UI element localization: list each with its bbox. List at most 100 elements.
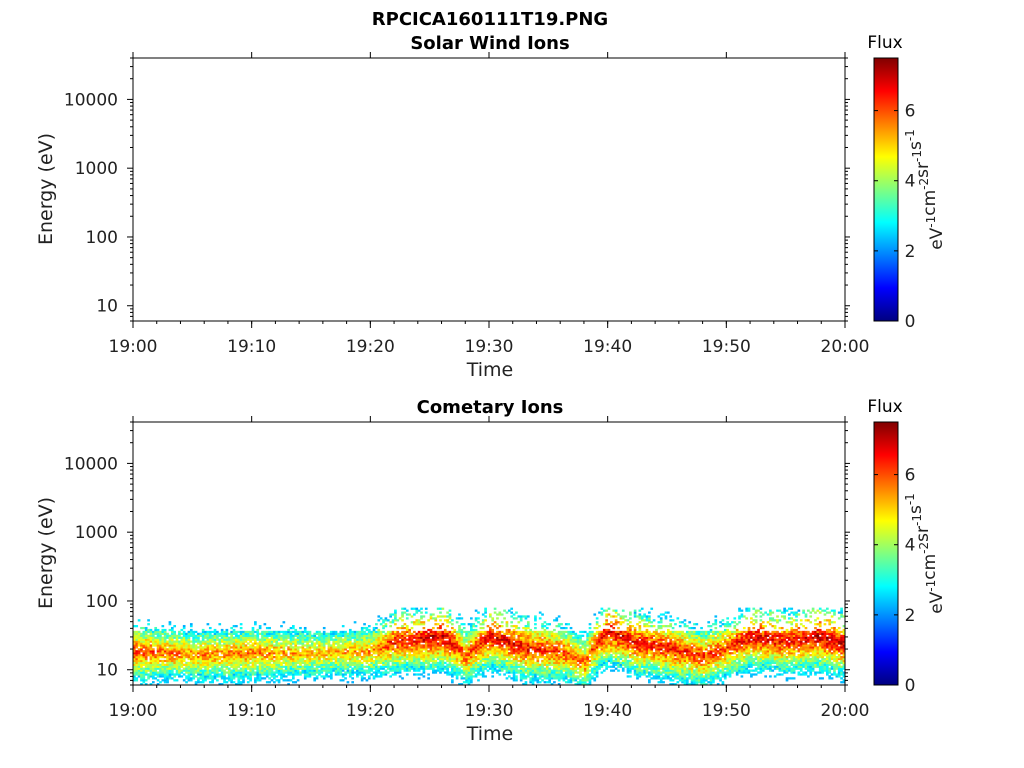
heatmap-cell (166, 673, 169, 676)
heatmap-cell (593, 679, 597, 682)
heatmap-cell (325, 652, 328, 655)
heatmap-cell (548, 632, 551, 635)
heatmap-cell (401, 642, 404, 645)
heatmap-cell (515, 644, 518, 647)
heatmap-cell (512, 655, 516, 659)
heatmap-cell (396, 640, 400, 643)
heatmap-cell (448, 621, 452, 624)
heatmap-cell (351, 669, 355, 672)
heatmap-cell (394, 657, 397, 661)
heatmap-cell (477, 650, 480, 653)
heatmap-cell (607, 665, 611, 668)
heatmap-cell (441, 607, 445, 610)
heatmap-cell (517, 630, 521, 634)
heatmap-cell (486, 636, 490, 639)
heatmap-cell (593, 673, 597, 676)
heatmap-cell (220, 628, 224, 632)
heatmap-cell (206, 659, 210, 663)
heatmap-cell (541, 665, 544, 668)
heatmap-cell (413, 640, 416, 643)
heatmap-cell (453, 669, 457, 672)
heatmap-cell (242, 640, 245, 643)
heatmap-cell (339, 655, 343, 659)
heatmap-cell (398, 667, 402, 670)
heatmap-cell (446, 634, 449, 637)
heatmap-cell (372, 661, 376, 665)
heatmap-cell (522, 646, 525, 649)
heatmap-cell (586, 632, 589, 635)
x-tick-label: 20:00 (821, 337, 870, 357)
heatmap-cell (415, 619, 419, 622)
heatmap-cell (405, 669, 409, 672)
heatmap-cell (472, 642, 476, 645)
heatmap-cell (284, 630, 288, 634)
heatmap-cell (583, 652, 587, 655)
heatmap-cell (163, 663, 167, 666)
heatmap-cell (377, 675, 381, 678)
heatmap-cell (586, 636, 589, 639)
heatmap-cell (415, 640, 419, 643)
heatmap-cell (301, 661, 305, 665)
heatmap-cell (498, 636, 502, 639)
heatmap-cell (182, 673, 186, 676)
heatmap-cell (265, 659, 269, 663)
heatmap-cell (602, 644, 606, 647)
heatmap-cell (510, 611, 514, 614)
heatmap-cell (237, 640, 241, 643)
heatmap-cell (448, 665, 452, 668)
heatmap-cell (370, 640, 373, 643)
heatmap-cell (465, 665, 468, 668)
heatmap-cell (569, 679, 573, 682)
heatmap-cell (472, 654, 476, 657)
heatmap-cell (356, 634, 359, 637)
heatmap-cell (206, 623, 210, 626)
heatmap-cell (256, 642, 260, 645)
heatmap-cell (484, 638, 487, 641)
heatmap-cell (519, 655, 523, 659)
heatmap-cell (154, 677, 158, 680)
heatmap-cell (579, 652, 582, 655)
heatmap-cell (275, 630, 279, 634)
heatmap-cell (560, 636, 563, 639)
heatmap-cell (519, 661, 523, 665)
heatmap-cell (458, 650, 461, 653)
heatmap-cell (382, 638, 385, 641)
heatmap-cell (384, 661, 388, 665)
heatmap-cell (320, 663, 324, 666)
heatmap-cell (282, 634, 286, 637)
heatmap-cell (529, 671, 533, 674)
heatmap-cell (553, 654, 556, 657)
heatmap-cell (242, 671, 245, 674)
heatmap-cell (268, 665, 271, 668)
heatmap-cell (462, 654, 466, 657)
heatmap-cell (467, 679, 471, 682)
heatmap-cell (140, 655, 143, 659)
heatmap-cell (595, 630, 599, 634)
heatmap-cell (441, 634, 445, 637)
heatmap-cell (593, 648, 597, 651)
heatmap-cell (384, 617, 388, 620)
heatmap-cell (564, 646, 568, 649)
heatmap-cell (289, 630, 293, 634)
heatmap-cell (149, 650, 153, 653)
heatmap-cell (405, 667, 409, 670)
heatmap-cell (410, 659, 414, 663)
heatmap-cell (481, 673, 485, 676)
heatmap-cell (479, 636, 483, 639)
heatmap-cell (489, 615, 492, 618)
heatmap-cell (600, 657, 604, 661)
heatmap-cell (460, 661, 464, 665)
heatmap-cell (147, 663, 150, 666)
heatmap-cell (156, 667, 160, 670)
heatmap-cell (455, 661, 459, 665)
heatmap-cell (398, 644, 402, 647)
heatmap-cell (351, 681, 355, 684)
heatmap-cell (133, 648, 136, 651)
heatmap-cell (220, 663, 224, 666)
heatmap-cell (439, 671, 442, 674)
heatmap-cell (322, 657, 326, 661)
heatmap-cell (375, 640, 378, 643)
heatmap-cell (346, 652, 350, 655)
heatmap-cell (353, 650, 357, 653)
heatmap-cell (375, 659, 378, 663)
